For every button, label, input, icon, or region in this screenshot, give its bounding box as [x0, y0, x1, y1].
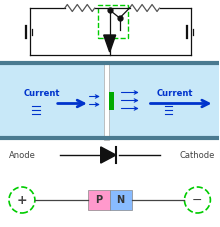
- Bar: [98, 5, 128, 38]
- Text: Cathode: Cathode: [180, 151, 215, 160]
- Bar: [0, 63, 219, 138]
- Bar: [104, 61, 109, 140]
- Text: +: +: [17, 193, 27, 207]
- Polygon shape: [101, 147, 116, 163]
- Bar: [109, 91, 114, 109]
- Text: Anode: Anode: [9, 151, 35, 160]
- Circle shape: [9, 187, 35, 213]
- Text: −: −: [192, 193, 203, 207]
- Text: N: N: [117, 195, 125, 205]
- Bar: [88, 190, 110, 210]
- Bar: [110, 190, 132, 210]
- Text: Current: Current: [156, 89, 193, 98]
- Circle shape: [184, 187, 210, 213]
- Text: Current: Current: [24, 89, 60, 98]
- Text: P: P: [95, 195, 102, 205]
- Polygon shape: [104, 35, 116, 52]
